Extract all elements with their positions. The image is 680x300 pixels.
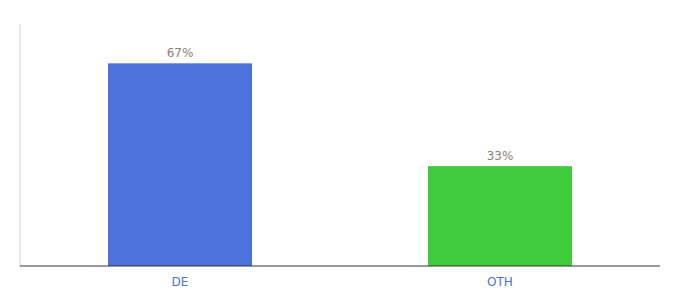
x-axis-line xyxy=(20,266,660,267)
bars xyxy=(108,63,572,266)
bar xyxy=(108,63,252,266)
chart: 67% 33% DE OTH xyxy=(0,0,680,300)
bar xyxy=(428,166,572,266)
data-label: 33% xyxy=(487,149,514,163)
chart-container: 67% 33% DE OTH xyxy=(0,0,680,300)
x-tick-label: DE xyxy=(172,275,189,289)
y-axis-line xyxy=(20,24,21,266)
x-tick-label: OTH xyxy=(487,275,513,289)
data-label: 67% xyxy=(167,46,194,60)
